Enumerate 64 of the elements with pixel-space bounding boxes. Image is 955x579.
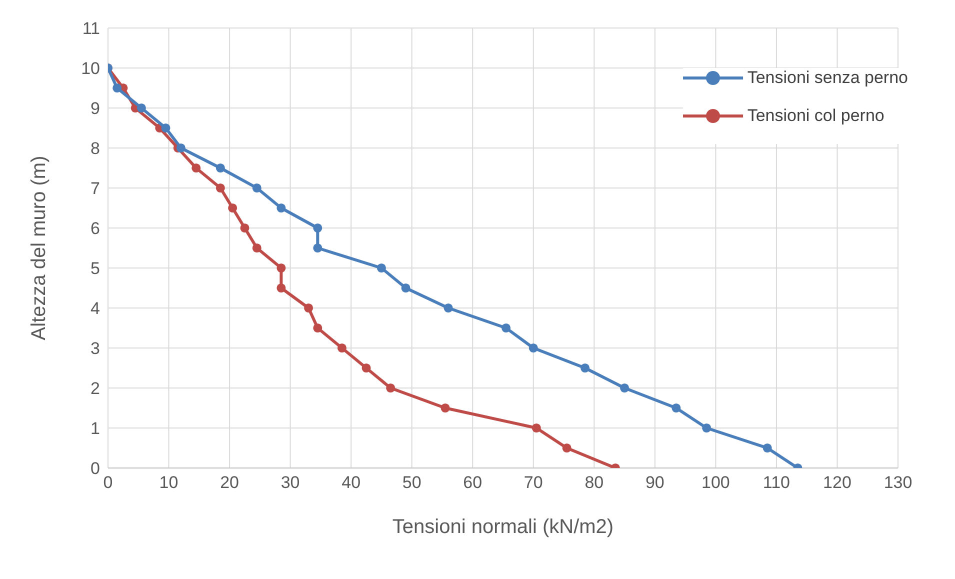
point <box>313 243 322 253</box>
point <box>313 223 322 233</box>
point <box>252 183 262 193</box>
x-axis-title: Tensioni normali (kN/m2) <box>392 516 614 538</box>
point <box>276 203 286 213</box>
x-tick-label: 20 <box>220 473 239 492</box>
y-tick-label: 2 <box>90 379 100 398</box>
x-tick-label: 90 <box>645 473 664 492</box>
x-tick-label: 110 <box>762 473 790 492</box>
y-tick-label: 1 <box>90 419 100 438</box>
x-tick-label: 50 <box>402 473 422 492</box>
point <box>620 383 630 393</box>
point <box>532 423 541 433</box>
point <box>216 183 225 193</box>
y-tick-label: 10 <box>81 59 100 78</box>
point <box>440 403 450 413</box>
legend-label: Tensioni col perno <box>747 106 884 126</box>
x-tick-label: 80 <box>584 473 604 492</box>
point <box>528 343 538 353</box>
x-tick-label: 130 <box>884 473 912 492</box>
point <box>580 363 590 373</box>
legend-label: Tensioni senza perno <box>747 68 908 88</box>
y-tick-label: 7 <box>90 179 100 198</box>
point <box>276 263 286 273</box>
point <box>176 143 186 153</box>
point <box>672 403 681 413</box>
x-tick-label: 40 <box>342 473 361 492</box>
y-tick-label: 5 <box>90 259 100 278</box>
y-tick-label: 4 <box>90 299 100 318</box>
point <box>376 263 386 273</box>
point <box>192 163 201 173</box>
x-tick-label: 0 <box>103 473 113 492</box>
point <box>216 163 225 173</box>
x-tick-label: 120 <box>823 473 852 492</box>
point <box>562 443 572 453</box>
point <box>337 343 346 353</box>
point <box>228 203 238 213</box>
point <box>702 423 712 433</box>
point <box>762 443 772 453</box>
point <box>362 363 371 373</box>
point <box>386 383 396 393</box>
x-tick-label: 100 <box>702 473 730 492</box>
point <box>444 303 453 313</box>
y-axis-title: Altezza del muro (m) <box>28 156 50 340</box>
y-tick-label: 8 <box>90 139 100 158</box>
x-tick-label: 60 <box>463 473 482 492</box>
point <box>401 283 410 293</box>
x-tick-label: 30 <box>280 473 300 492</box>
point <box>240 223 250 233</box>
y-tick-label: 0 <box>90 459 100 478</box>
point <box>304 303 314 313</box>
y-tick-label: 3 <box>90 339 100 358</box>
y-tick-label: 9 <box>90 99 100 118</box>
point <box>112 83 122 93</box>
point <box>276 283 286 293</box>
point <box>252 243 262 253</box>
point <box>313 323 322 333</box>
point <box>502 323 511 333</box>
point <box>161 123 170 133</box>
x-tick-label: 10 <box>159 473 178 492</box>
point <box>136 103 146 113</box>
y-tick-label: 6 <box>90 219 100 238</box>
x-tick-label: 70 <box>524 473 543 492</box>
y-tick-label: 11 <box>82 19 100 38</box>
